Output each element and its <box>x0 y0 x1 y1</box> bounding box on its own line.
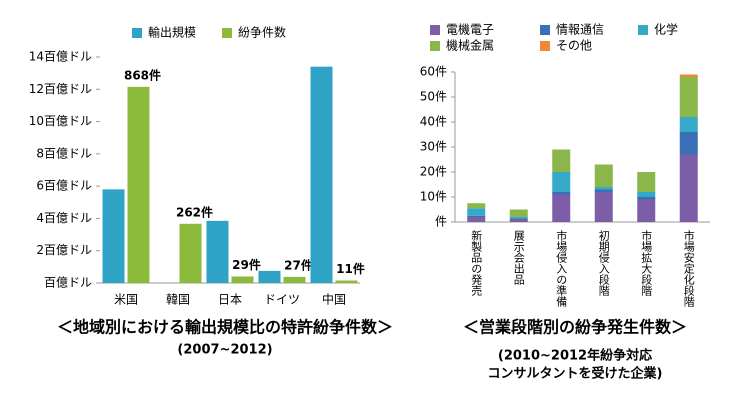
legend-label: 機械金属 <box>446 38 494 53</box>
x-tick-label: 市場拡大段階 <box>640 229 653 297</box>
bar-segment <box>467 215 486 217</box>
bar-segment <box>637 197 656 200</box>
legend-label: 化学 <box>654 22 678 37</box>
x-tick-label: 中国 <box>322 292 346 307</box>
legend-swatch <box>222 28 232 38</box>
bar <box>179 223 202 283</box>
bar-segment <box>594 164 613 187</box>
bar <box>102 189 125 283</box>
legend-swatch <box>430 41 440 51</box>
legend-label: 輸出規模 <box>148 25 196 40</box>
data-label: 262件 <box>176 204 213 219</box>
data-label: 868件 <box>124 67 161 82</box>
bar-segment <box>552 172 571 192</box>
bar-segment <box>679 74 698 77</box>
legend-swatch <box>430 25 440 35</box>
x-tick-label: 日本 <box>218 293 242 307</box>
y-tick-label: 件 <box>435 215 447 229</box>
bar-segment <box>552 194 571 222</box>
data-label: 11件 <box>336 261 365 276</box>
y-tick-label: 8百億ドル <box>36 146 92 160</box>
bar-segment <box>467 208 486 216</box>
chart-title: ＜営業段階別の紛争発生件数＞ <box>463 318 687 337</box>
y-tick-label: 百億ドル <box>44 276 92 290</box>
bar <box>231 276 254 283</box>
y-tick-label: 20件 <box>420 165 447 179</box>
legend-swatch <box>132 28 142 38</box>
y-tick-label: 10件 <box>420 190 447 204</box>
bar <box>310 66 333 283</box>
data-label: 29件 <box>232 257 261 272</box>
bar-segment <box>509 217 528 219</box>
y-tick-label: 12百億ドル <box>29 82 92 96</box>
legend-swatch <box>540 25 550 35</box>
y-tick-label: 60件 <box>420 65 447 79</box>
bar-segment <box>679 132 698 155</box>
bar-segment <box>467 217 486 222</box>
bar-segment <box>679 117 698 132</box>
bar-segment <box>467 203 486 209</box>
x-tick-label: 米国 <box>114 293 138 307</box>
y-tick-label: 4百億ドル <box>36 211 92 225</box>
y-tick-label: 10百億ドル <box>29 114 92 128</box>
x-tick-label: 初期侵入段階 <box>597 229 610 297</box>
bar <box>283 276 306 283</box>
data-label: 27件 <box>284 257 313 272</box>
x-tick-label: 市場侵入の準備 <box>555 229 568 308</box>
chart-subtitle: (2010~2012年紛争対応 <box>498 348 652 364</box>
bar <box>206 220 229 283</box>
bar-segment <box>509 209 528 217</box>
bar-segment <box>594 192 613 222</box>
bar-segment <box>637 192 656 197</box>
legend-swatch <box>540 41 550 51</box>
y-tick-label: 14百億ドル <box>29 50 92 64</box>
bar <box>258 270 281 283</box>
legend-label: 紛争件数 <box>238 25 286 40</box>
chart-title: ＜地域別における輸出規模比の特許紛争件数＞ <box>57 318 393 337</box>
y-tick-label: 6百億ドル <box>36 179 92 193</box>
bar <box>127 86 150 283</box>
x-tick-label: 新製品の発売 <box>470 229 483 297</box>
y-tick-label: 30件 <box>420 140 447 154</box>
y-tick-label: 2百億ドル <box>36 243 92 257</box>
bar-segment <box>552 149 571 172</box>
bar-segment <box>679 77 698 117</box>
x-tick-label: ドイツ <box>264 293 300 307</box>
bar-segment <box>637 199 656 222</box>
bar-segment <box>552 192 571 195</box>
chart-subtitle: コンサルタントを受けた企業) <box>488 366 663 382</box>
bar-segment <box>679 154 698 222</box>
y-tick-label: 40件 <box>420 115 447 129</box>
legend-label: 電機電子 <box>446 22 494 37</box>
legend-swatch <box>638 25 648 35</box>
x-tick-label: 韓国 <box>166 293 190 307</box>
y-tick-label: 50件 <box>420 90 447 104</box>
chart-subtitle: (2007~2012) <box>177 343 272 358</box>
bar-segment <box>509 219 528 222</box>
x-tick-label: 市場安定化段階 <box>682 229 695 308</box>
bar-segment <box>594 187 613 190</box>
x-tick-label: 展示会出品 <box>512 230 525 285</box>
bar-segment <box>637 172 656 192</box>
legend-label: その他 <box>556 39 592 53</box>
bar <box>335 280 358 283</box>
bar-segment <box>594 189 613 192</box>
bar-segment <box>509 218 528 220</box>
legend-label: 情報通信 <box>556 23 604 37</box>
